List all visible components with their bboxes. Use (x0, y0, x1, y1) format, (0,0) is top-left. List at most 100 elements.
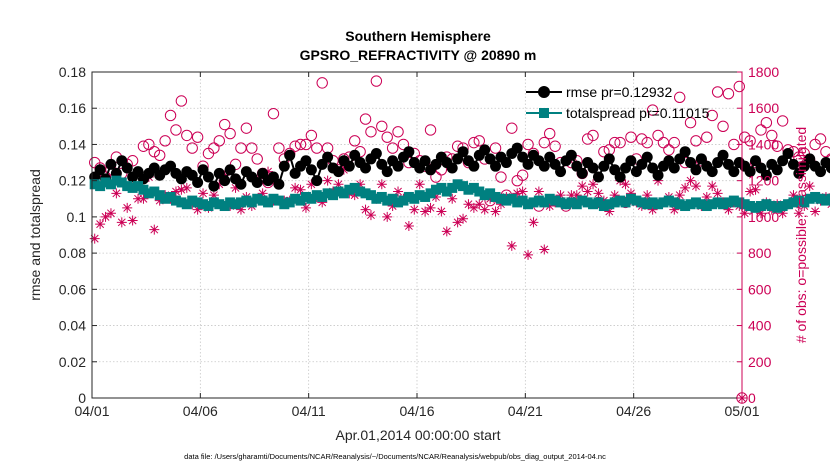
possible-obs-point (489, 142, 502, 154)
rmse-point (370, 148, 382, 159)
totalspread-point (122, 181, 133, 192)
possible-obs-point (294, 138, 307, 151)
chart-subtitle: GPSRO_REFRACTIVITY @ 20890 m (300, 47, 537, 63)
possible-obs-point (386, 142, 399, 154)
totalspread-point (203, 201, 214, 212)
rmse-point (121, 162, 133, 174)
totalspread-point (723, 197, 734, 208)
possible-obs-point (744, 135, 756, 147)
possible-obs-point (137, 140, 150, 152)
possible-obs-point (609, 136, 621, 149)
possible-obs-point (186, 142, 198, 154)
rmse-point (490, 160, 502, 172)
possible-obs-point (159, 135, 171, 147)
assimilated-obs-point (430, 191, 441, 202)
totalspread-point (820, 195, 830, 206)
assimilated-obs-point (810, 206, 821, 217)
x-axis-label: Apr.01,2014 00:00:00 start (335, 427, 500, 443)
totalspread-point (815, 193, 826, 204)
totalspread-point (133, 181, 144, 192)
totalspread-point (338, 188, 349, 199)
assimilated-obs-point (138, 193, 149, 204)
possible-obs-point (181, 129, 193, 142)
y-tick-label-left: 0.16 (59, 100, 86, 116)
possible-obs-point (516, 169, 529, 181)
totalspread-point (669, 197, 680, 208)
totalspread-point (810, 191, 821, 202)
totalspread-point (246, 197, 257, 208)
assimilated-obs-point (750, 184, 761, 195)
assimilated-obs-point (755, 208, 766, 219)
assimilated-obs-point (674, 190, 685, 201)
totalspread-point (403, 191, 414, 202)
totalspread-point (712, 197, 723, 208)
y-tick-label-left: 0.08 (59, 245, 86, 261)
rmse-point (652, 169, 664, 181)
rmse-point (479, 144, 491, 156)
assimilated-obs-point (701, 191, 712, 202)
totalspread-point (376, 191, 387, 202)
possible-obs-point (365, 126, 377, 138)
assimilated-obs-point (517, 186, 528, 197)
totalspread-point (490, 191, 501, 202)
totalspread-point (273, 195, 284, 206)
totalspread-point (268, 193, 279, 204)
rmse-point (311, 175, 323, 187)
assimilated-obs-point (571, 190, 582, 201)
assimilated-obs-point (403, 220, 414, 231)
assimilated-obs-point (533, 186, 544, 197)
totalspread-point (653, 199, 664, 210)
totalspread-point (550, 195, 561, 206)
possible-obs-point (614, 136, 626, 149)
totalspread-point (696, 199, 707, 210)
rmse-point (403, 146, 415, 158)
possible-obs-point (684, 117, 697, 129)
rmse-point (641, 151, 653, 163)
assimilated-obs-point (723, 204, 734, 215)
assimilated-obs-point (739, 208, 750, 219)
totalspread-point (127, 182, 138, 193)
rmse-point (278, 160, 290, 172)
totalspread-point (680, 201, 691, 212)
possible-obs-point (814, 133, 827, 145)
totalspread-point (306, 193, 317, 204)
totalspread-point (495, 193, 506, 204)
totalspread-point (777, 201, 788, 212)
assimilated-obs-point (425, 202, 436, 213)
totalspread-point (241, 195, 252, 206)
totalspread-point (631, 195, 642, 206)
rmse-point (284, 149, 296, 161)
y-tick-label-right: 1600 (748, 100, 779, 116)
totalspread-point (371, 193, 382, 204)
possible-obs-point (175, 95, 188, 107)
data-file-footnote: data file: /Users/gharamti/Documents/NCA… (184, 452, 606, 461)
possible-obs-point (164, 109, 177, 122)
possible-obs-point (359, 113, 372, 125)
assimilated-obs-point (214, 179, 225, 190)
assimilated-obs-point (122, 202, 133, 213)
possible-obs-point (424, 124, 437, 136)
totalspread-point (393, 197, 404, 208)
assimilated-obs-point (458, 213, 469, 224)
totalspread-point (560, 199, 571, 210)
assimilated-obs-point (625, 188, 636, 199)
assimilated-obs-point (317, 197, 328, 208)
y-tick-label-right: 400 (748, 318, 772, 334)
rmse-point (771, 164, 783, 176)
y-tick-label-right: 1800 (748, 64, 779, 80)
totalspread-point (468, 182, 479, 193)
possible-obs-point (349, 135, 361, 147)
totalspread-point (517, 195, 528, 206)
y-tick-label-right: 1000 (748, 209, 779, 225)
possible-obs-point (544, 127, 556, 140)
totalspread-point (528, 197, 539, 208)
possible-obs-point (305, 129, 318, 142)
assimilated-obs-point (588, 179, 599, 190)
totalspread-point (279, 199, 290, 210)
x-tick-label: 05/01 (724, 403, 759, 419)
assimilated-obs-point (712, 188, 723, 199)
possible-obs-point (289, 140, 301, 152)
rmse-point (300, 155, 312, 167)
y-tick-label-left: 0.02 (59, 354, 86, 370)
